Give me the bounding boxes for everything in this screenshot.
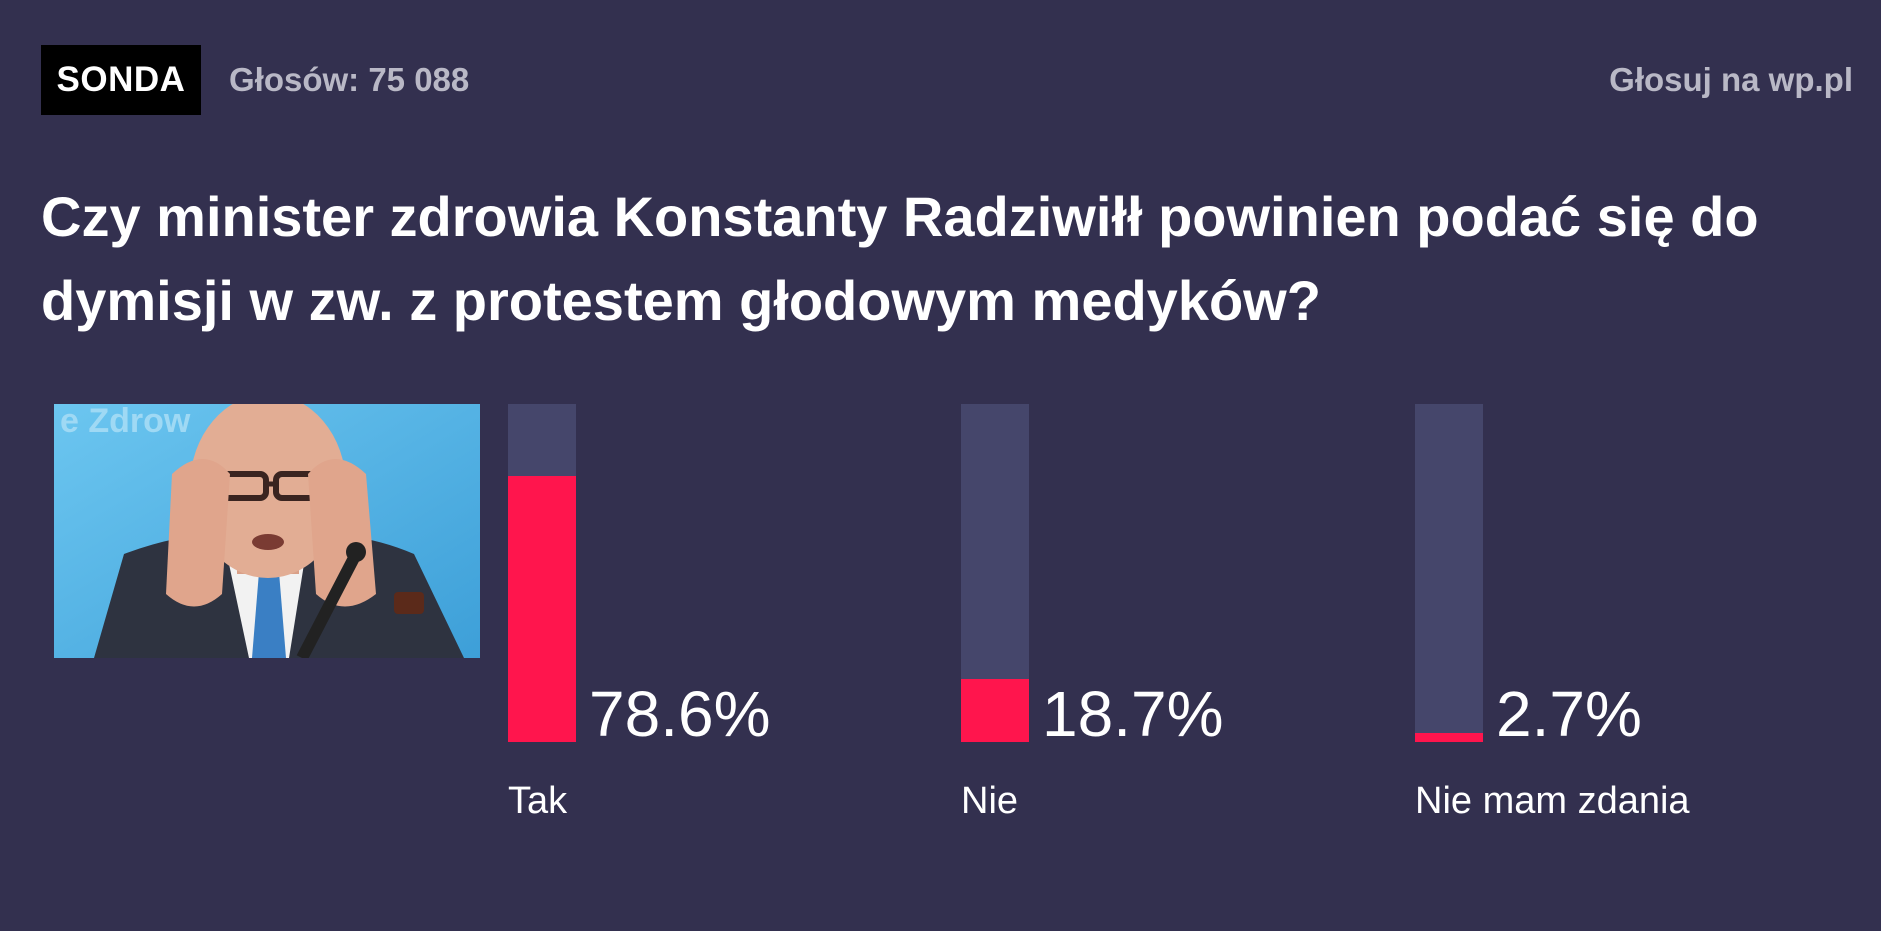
photo-background-text: e Zdrow: [60, 404, 191, 440]
person-photo-icon: e Zdrow: [54, 404, 480, 658]
poll-option-nie[interactable]: 18.7% Nie: [961, 404, 1381, 844]
percent-tak: 78.6%: [589, 678, 771, 750]
sonda-badge: SONDA: [41, 45, 201, 115]
bar-track: [1415, 404, 1483, 742]
bar-fill-nie: [961, 679, 1029, 742]
percent-nie: 18.7%: [1042, 678, 1224, 750]
label-nie-mam-zdania: Nie mam zdania: [1415, 780, 1690, 822]
minister-photo: e Zdrow: [54, 404, 480, 658]
poll-question: Czy minister zdrowia Konstanty Radziwiłł…: [41, 185, 1759, 332]
poll-option-nie-mam-zdania[interactable]: 2.7% Nie mam zdania: [1415, 404, 1835, 844]
vote-on-wp-link[interactable]: Głosuj na wp.pl: [1609, 61, 1853, 98]
poll-option-tak[interactable]: 78.6% Tak: [508, 404, 928, 844]
poll-header: SONDA Głosów: 75 088 Głosuj na wp.pl: [41, 45, 1853, 115]
bar-track: [508, 404, 576, 742]
label-nie: Nie: [961, 780, 1019, 822]
bar-track: [961, 404, 1029, 742]
vote-count: Głosów: 75 088: [229, 61, 470, 98]
bar-fill-tak: [508, 476, 576, 742]
label-tak: Tak: [508, 780, 568, 822]
bar-fill-nie-mam-zdania: [1415, 733, 1483, 742]
percent-nie-mam-zdania: 2.7%: [1496, 678, 1642, 750]
